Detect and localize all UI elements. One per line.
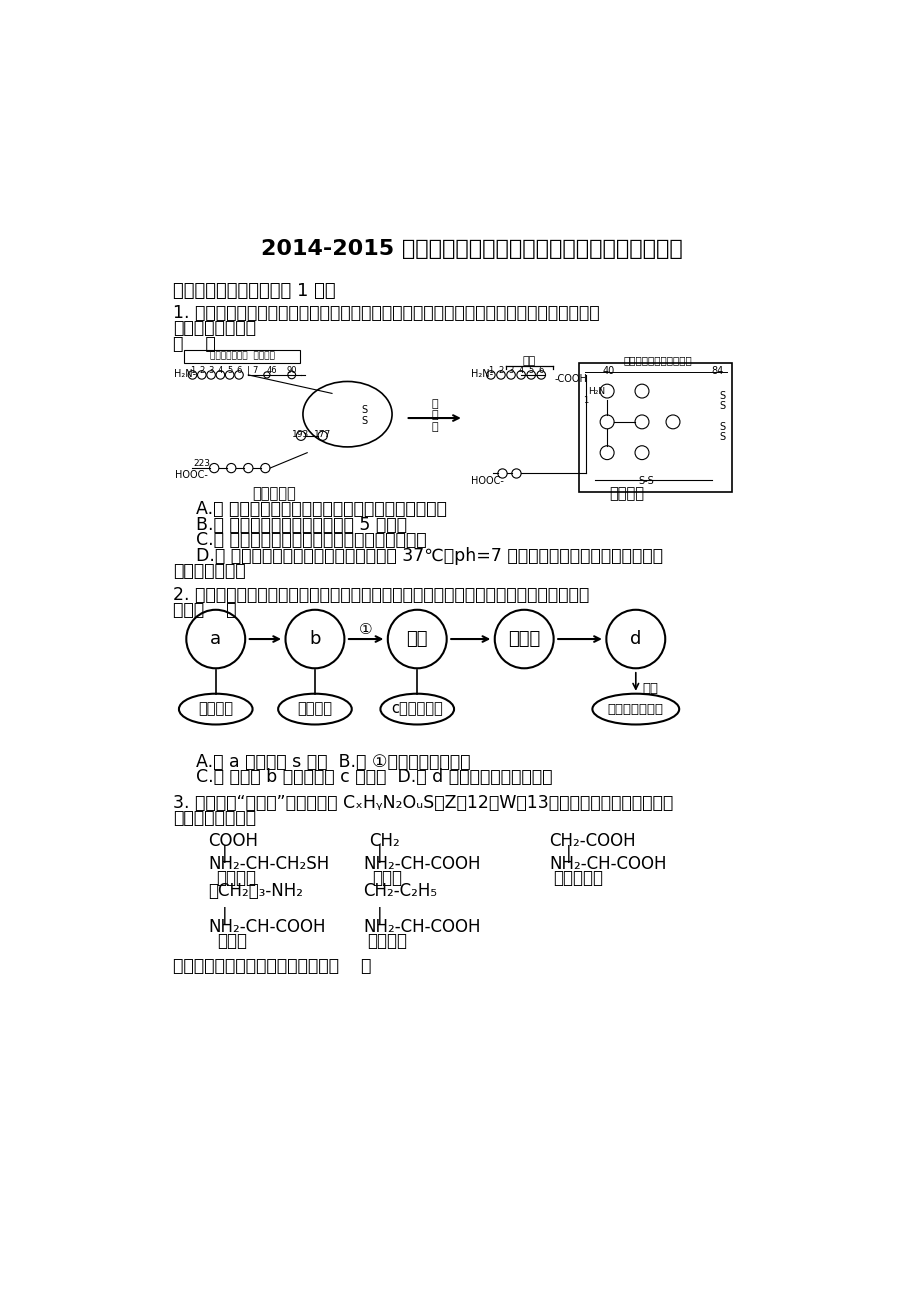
Text: 3: 3 bbox=[508, 366, 513, 375]
Text: 3. 现有一种“十二肽”，分子式为 CₓHᵧN₂OᵤS（Z＞12，W＞13）．已知将它彻底水解后只: 3. 现有一种“十二肽”，分子式为 CₓHᵧN₂OᵤS（Z＞12，W＞13）．已… bbox=[173, 794, 673, 812]
Text: S: S bbox=[719, 432, 725, 441]
Text: 40: 40 bbox=[602, 366, 614, 376]
Text: CH₂-COOH: CH₂-COOH bbox=[549, 832, 635, 850]
Text: 元素组成: 元素组成 bbox=[198, 702, 233, 716]
Text: |: | bbox=[565, 845, 571, 863]
Text: |: | bbox=[377, 845, 382, 863]
Text: b: b bbox=[309, 630, 321, 648]
Text: 1: 1 bbox=[488, 366, 493, 375]
Text: 6: 6 bbox=[538, 366, 543, 375]
Text: S: S bbox=[361, 415, 368, 426]
Text: 肠
激
酶: 肠 激 酶 bbox=[431, 398, 438, 432]
Text: A.　 a 一定不含 s 元素  B.　 ①过程一定有水生成: A. a 一定不含 s 元素 B. ①过程一定有水生成 bbox=[196, 753, 471, 771]
Text: 前者消失的较快: 前者消失的较快 bbox=[173, 562, 245, 579]
Text: H₂N: H₂N bbox=[587, 387, 604, 396]
Text: S: S bbox=[719, 391, 725, 401]
Text: NH₂-CH-COOH: NH₂-CH-COOH bbox=[363, 855, 480, 874]
Text: 胰蛋白酶原: 胰蛋白酶原 bbox=[252, 486, 295, 501]
Text: 3: 3 bbox=[209, 366, 213, 375]
Text: 决定: 决定 bbox=[641, 682, 657, 695]
Text: 1. 由胰腺合成的胰蛋白酶原，可在肠激酵的作用下形成活性的胰蛋白酶，其过程如图所示．: 1. 由胰腺合成的胰蛋白酶原，可在肠激酵的作用下形成活性的胰蛋白酶，其过程如图所… bbox=[173, 305, 599, 322]
Text: HOOC-: HOOC- bbox=[176, 470, 208, 480]
Text: 基本单位: 基本单位 bbox=[297, 702, 332, 716]
Text: D.　 用胰蛋白酶及等量的胃蛋白酶分别在 37℃、ph=7 的条件下处理同样大小的蛋白块，: D. 用胰蛋白酶及等量的胃蛋白酶分别在 37℃、ph=7 的条件下处理同样大小的… bbox=[196, 547, 663, 565]
Text: |: | bbox=[221, 845, 227, 863]
Text: 2014-2015 学年吉林省长春十一中高二（下）期末生物试卷: 2014-2015 学年吉林省长春十一中高二（下）期末生物试卷 bbox=[260, 240, 682, 259]
Text: 蛋白质: 蛋白质 bbox=[507, 630, 539, 648]
Text: NH₂-CH-COOH: NH₂-CH-COOH bbox=[363, 918, 480, 936]
Text: A.　 肠激酵与胰蛋白酶原的特定部位结合以发挥效应: A. 肠激酵与胰蛋白酶原的特定部位结合以发挥效应 bbox=[196, 500, 447, 518]
Text: 6: 6 bbox=[236, 366, 242, 375]
Text: （CH₂）₃-NH₂: （CH₂）₃-NH₂ bbox=[208, 881, 302, 900]
Text: c（化学键）: c（化学键） bbox=[391, 702, 443, 716]
Text: 赖氨酸: 赖氨酸 bbox=[217, 932, 247, 949]
Text: 六肽: 六肽 bbox=[522, 357, 536, 366]
Text: 223: 223 bbox=[193, 458, 210, 467]
Text: S: S bbox=[719, 401, 725, 411]
Text: C.　 多肽中 b 的数目等于 c 的数目  D.　 d 表示空间结构的多样性: C. 多肽中 b 的数目等于 c 的数目 D. d 表示空间结构的多样性 bbox=[196, 768, 552, 786]
Text: C.　 图中环状结构形成的原因与二硫键直接相关: C. 图中环状结构形成的原因与二硫键直接相关 bbox=[196, 531, 426, 549]
Text: H₂N-: H₂N- bbox=[174, 370, 196, 379]
Text: d: d bbox=[630, 630, 641, 648]
Text: H₂N-: H₂N- bbox=[471, 370, 494, 379]
Text: 肠激酶识别序列  切割位点: 肠激酶识别序列 切割位点 bbox=[210, 352, 274, 361]
Text: 天门冬氨酸: 天门冬氨酸 bbox=[552, 870, 602, 887]
Text: 1: 1 bbox=[583, 397, 588, 405]
Text: 丙氨酸: 丙氨酸 bbox=[372, 870, 402, 887]
Text: 4: 4 bbox=[518, 366, 523, 375]
Text: |: | bbox=[221, 907, 227, 924]
Text: 苯丙氨酸: 苯丙氨酸 bbox=[367, 932, 406, 949]
Text: 多肽: 多肽 bbox=[406, 630, 427, 648]
Text: 2: 2 bbox=[199, 366, 204, 375]
Text: 下列对以上内容的叙述正确的是：（    ）: 下列对以上内容的叙述正确的是：（ ） bbox=[173, 957, 371, 975]
Text: 发挥催化作用的特定结构: 发挥催化作用的特定结构 bbox=[622, 355, 691, 365]
Text: 的是（    ）: 的是（ ） bbox=[173, 602, 236, 620]
Text: 7: 7 bbox=[252, 366, 257, 375]
Text: CH₂: CH₂ bbox=[369, 832, 400, 850]
Text: S: S bbox=[361, 405, 368, 415]
FancyBboxPatch shape bbox=[579, 363, 732, 492]
Text: B.　 胰蛋白酶比胰蛋白酶原少了 5 个肽键: B. 胰蛋白酶比胰蛋白酶原少了 5 个肽键 bbox=[196, 516, 407, 534]
Text: NH₂-CH-COOH: NH₂-CH-COOH bbox=[208, 918, 325, 936]
Text: 193: 193 bbox=[292, 430, 310, 439]
Text: 1: 1 bbox=[189, 366, 195, 375]
Text: CH₂-C₂H₅: CH₂-C₂H₅ bbox=[363, 881, 437, 900]
Text: 2: 2 bbox=[498, 366, 503, 375]
Text: 84: 84 bbox=[711, 366, 723, 376]
Text: -COOH: -COOH bbox=[554, 374, 586, 384]
Text: 5: 5 bbox=[528, 366, 533, 375]
Text: 胰蛋白酶: 胰蛋白酶 bbox=[608, 486, 643, 501]
Text: 得到下列氨基酸．: 得到下列氨基酸． bbox=[173, 810, 255, 827]
FancyBboxPatch shape bbox=[184, 349, 300, 363]
Text: S-S: S-S bbox=[637, 475, 653, 486]
Text: COOH: COOH bbox=[208, 832, 257, 850]
Text: ①: ① bbox=[359, 622, 372, 637]
Text: HOOC-: HOOC- bbox=[471, 475, 504, 486]
Text: 177: 177 bbox=[313, 430, 331, 439]
Text: |: | bbox=[377, 907, 382, 924]
Text: 4: 4 bbox=[218, 366, 222, 375]
Text: NH₂-CH-COOH: NH₂-CH-COOH bbox=[549, 855, 665, 874]
Text: 分子结构多样性: 分子结构多样性 bbox=[607, 703, 664, 716]
Text: a: a bbox=[210, 630, 221, 648]
Text: （    ）: （ ） bbox=[173, 335, 216, 353]
Text: 5: 5 bbox=[227, 366, 233, 375]
Text: NH₂-CH-CH₂SH: NH₂-CH-CH₂SH bbox=[208, 855, 329, 874]
Text: 半胱氨酸: 半胱氨酸 bbox=[216, 870, 255, 887]
Text: 下列分析正确的是: 下列分析正确的是 bbox=[173, 319, 255, 337]
Text: 46: 46 bbox=[266, 366, 277, 375]
Text: 2. 蛋白质是生命活动的主要承担者．如图为蛋白质结构与功能的概念图，对图示分析正确: 2. 蛋白质是生命活动的主要承担者．如图为蛋白质结构与功能的概念图，对图示分析正… bbox=[173, 586, 589, 604]
Text: |: | bbox=[246, 366, 249, 375]
Text: 90: 90 bbox=[286, 366, 297, 375]
Text: S: S bbox=[719, 422, 725, 432]
Text: 一．选择题（单选，每题 1 分）: 一．选择题（单选，每题 1 分） bbox=[173, 281, 335, 299]
